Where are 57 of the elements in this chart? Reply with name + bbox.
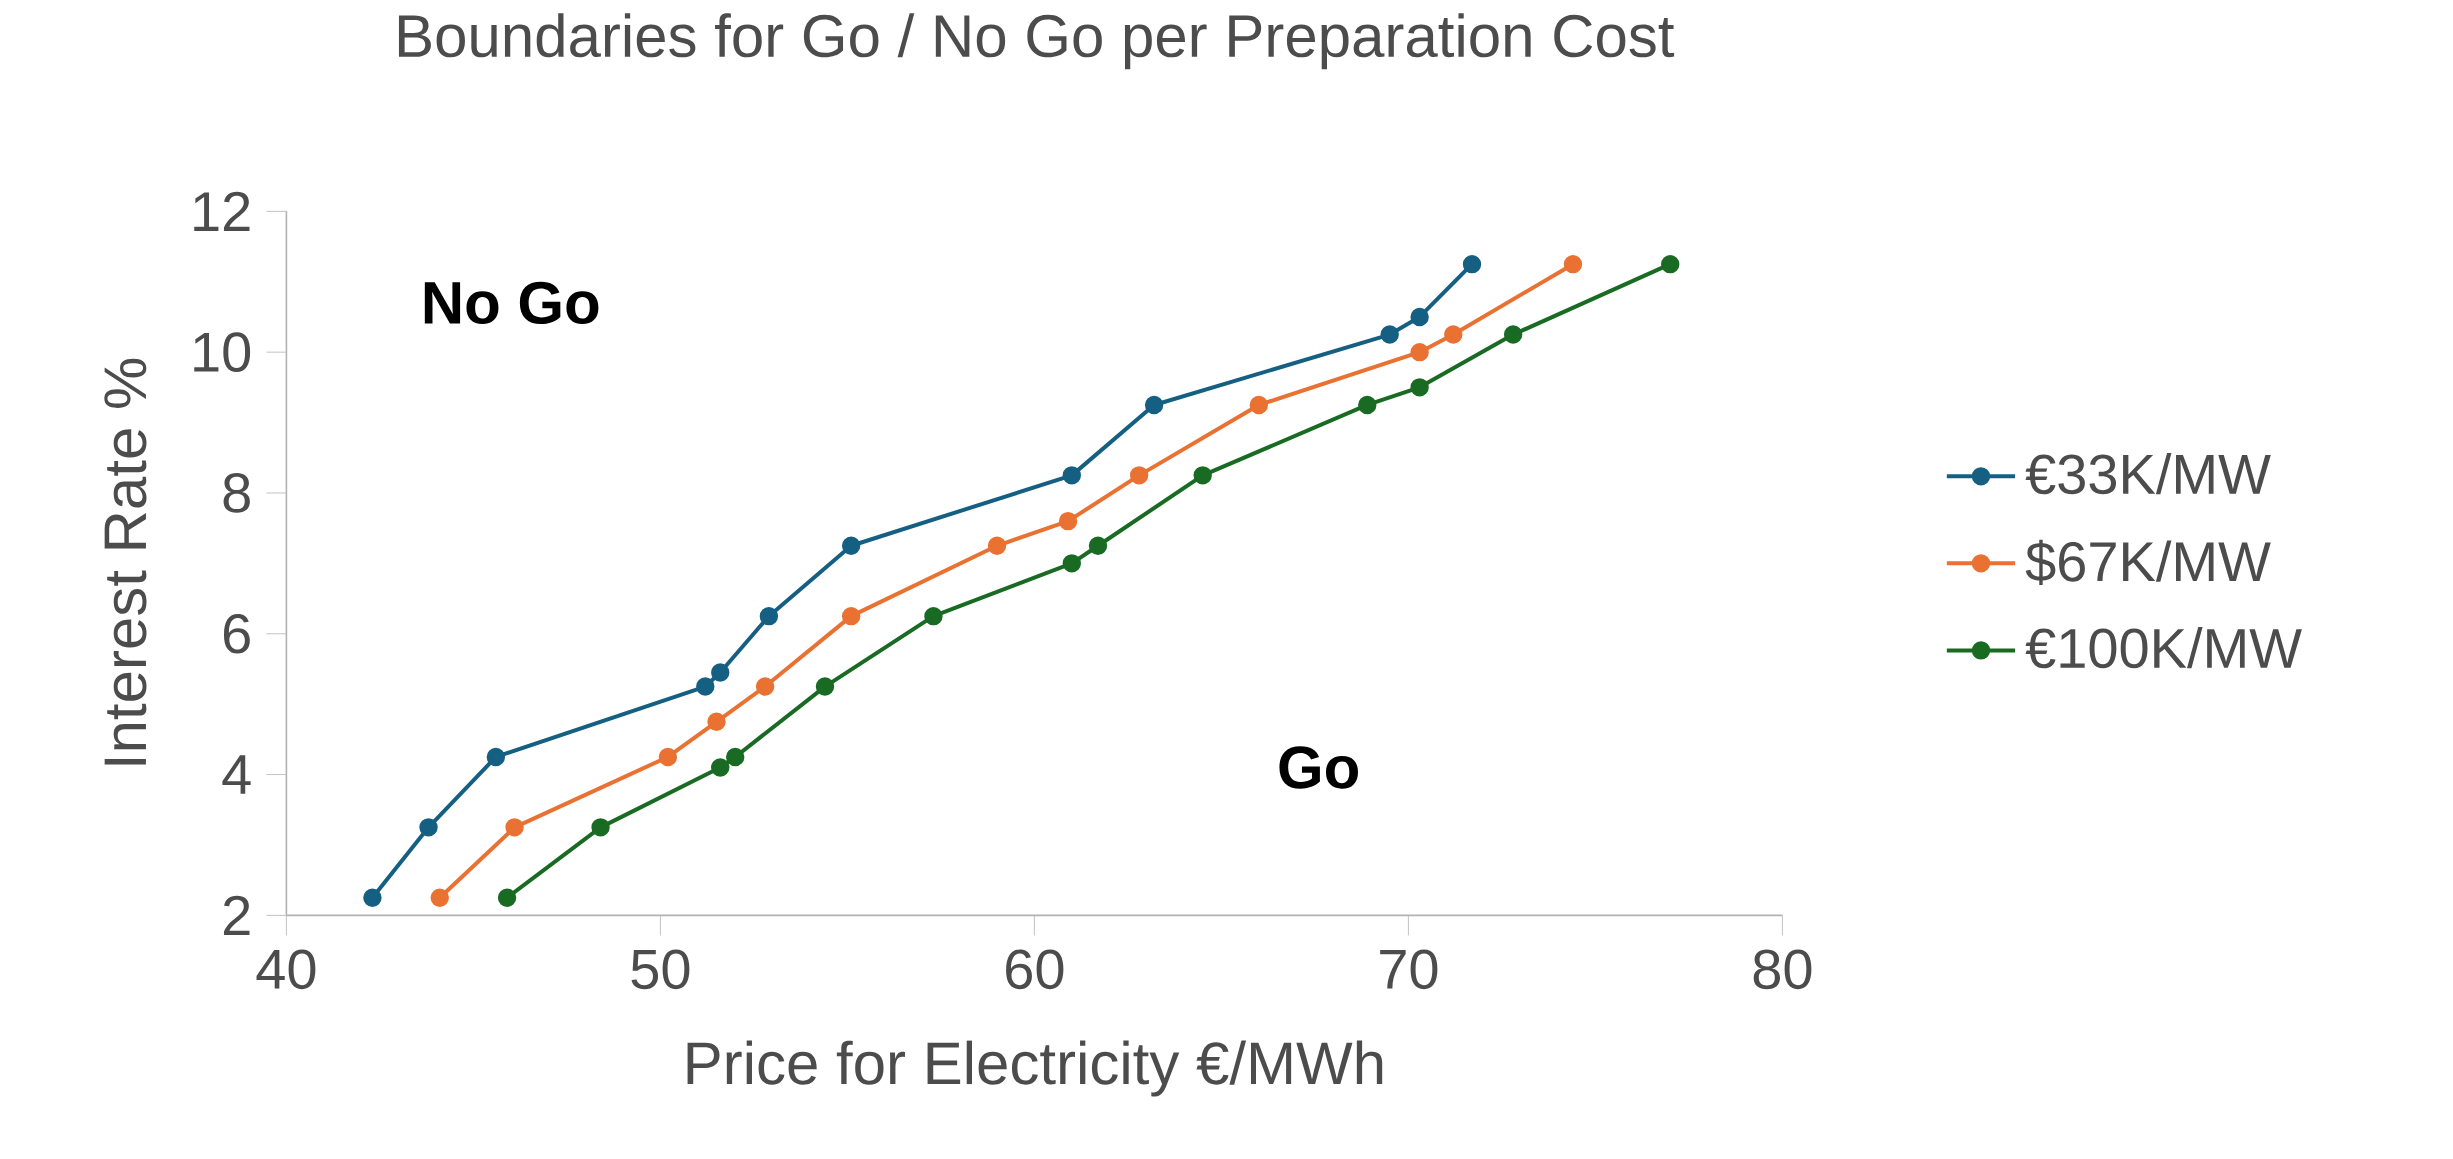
point [1503,325,1523,344]
y-tick-label: 2 [223,895,250,935]
x-tick-label: 50 [631,949,690,989]
point [363,888,382,907]
x-tick-label: 60 [1006,949,1064,989]
point [1380,325,1399,344]
point [658,747,678,766]
point [1410,307,1429,326]
y-tick-label: 6 [223,613,250,654]
y-tick-label: 8 [223,472,250,513]
point [1661,254,1680,274]
point [924,606,943,626]
point [1129,465,1149,485]
point [1062,553,1082,573]
y-tick-label: 12 [194,191,250,231]
point [726,747,745,766]
point [591,817,610,837]
x-tick-label: 40 [256,949,316,989]
y-tick-label: 10 [194,332,251,372]
point [1563,254,1583,274]
point [430,888,449,907]
x-tick-label: 70 [1380,949,1438,989]
point [419,817,438,837]
point [1410,342,1429,362]
point [1193,465,1212,485]
point [1144,395,1164,414]
point [1088,536,1108,555]
point [486,747,506,766]
legend-label: €33K/MW [2025,452,2271,495]
x-axis-title: Price for Electricity €/MWh [687,1040,1383,1097]
point [841,536,861,555]
chart-title: Boundaries for Go / No Go per Preparation Cost [398,13,1675,70]
point [711,663,730,682]
point [987,536,1007,555]
point [1444,325,1463,344]
point [815,677,835,696]
point [759,606,779,626]
point [1249,395,1269,414]
annotation: Go [1279,746,1358,789]
point [1062,465,1082,485]
point [1410,377,1429,397]
y-axis-title: Interest Rate % [104,358,147,765]
legend-label: $67K/MW [2025,539,2271,585]
x-tick-label: 80 [1753,949,1812,989]
point [1462,254,1482,274]
point [711,758,730,777]
point [755,677,775,696]
point [1058,511,1078,531]
point [1358,395,1377,414]
point [505,817,524,837]
legend-label: €100K/MW [2025,626,2302,669]
point [497,888,517,907]
y-tick-label: 4 [222,755,251,794]
point [841,606,861,626]
point [696,677,715,696]
point [707,712,726,731]
annotation: No Go [424,281,599,324]
